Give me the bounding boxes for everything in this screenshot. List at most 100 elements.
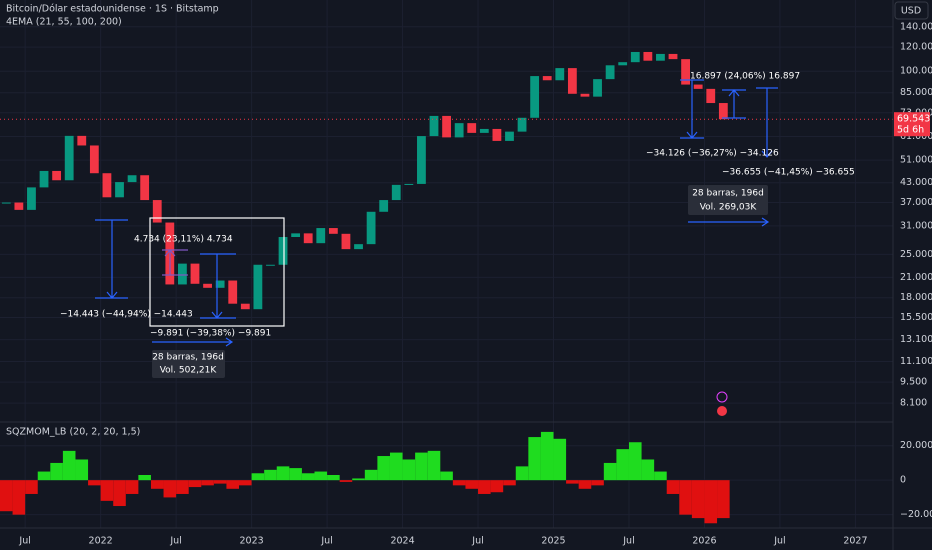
y-tick-label: 61.000 <box>900 131 932 142</box>
momentum-bar <box>478 480 491 494</box>
momentum-bar <box>578 480 592 489</box>
candle <box>152 200 162 223</box>
x-tick-label: Jul <box>471 536 483 547</box>
momentum-bar <box>515 466 529 481</box>
candle <box>542 76 552 81</box>
momentum-bar <box>75 459 89 481</box>
annotation: 16.897 (24,06%) 16.897 <box>690 72 800 82</box>
candle <box>228 280 238 304</box>
candle <box>328 228 338 234</box>
range-arrow <box>680 79 704 139</box>
y-tick-label: 20.000 <box>900 440 932 451</box>
symbol-title: Bitcoin/Dólar estadounidense · 1S · Bits… <box>6 4 219 15</box>
oscillator-title: SQZMOM_LB (20, 2, 20, 1,5) <box>6 427 140 438</box>
y-tick-label: 140.000 <box>900 21 932 32</box>
momentum-bar <box>276 466 290 481</box>
y-tick-label: 11.100 <box>900 356 932 367</box>
y-tick-label: 31.000 <box>900 220 932 231</box>
momentum-bar <box>289 468 302 481</box>
momentum-bar <box>25 480 38 494</box>
candle <box>203 283 212 288</box>
momentum-bar <box>717 480 730 519</box>
momentum-bar <box>402 459 416 481</box>
candle <box>27 187 36 210</box>
momentum-bar <box>176 480 189 494</box>
candle <box>354 244 363 250</box>
candle <box>240 303 250 310</box>
candle <box>341 233 351 250</box>
currency-button[interactable] <box>894 1 929 20</box>
momentum-bar <box>314 471 328 481</box>
momentum-bar <box>641 459 655 481</box>
y-tick-label: 15.500 <box>900 312 932 323</box>
momentum-bar <box>503 480 516 486</box>
momentum-bar <box>339 480 353 482</box>
range-arrow <box>756 87 778 158</box>
momentum-bar <box>566 480 579 484</box>
x-tick-label: Jul <box>320 536 332 547</box>
candle <box>127 175 137 183</box>
candle <box>77 135 87 146</box>
momentum-bar <box>352 478 365 481</box>
candle <box>39 170 49 188</box>
y-tick-label: 8.100 <box>900 398 927 409</box>
x-tick-label: Jul <box>773 536 785 547</box>
currency[interactable]: USD <box>901 6 921 17</box>
candle <box>429 115 439 137</box>
momentum-bar <box>213 480 227 484</box>
drawings <box>95 79 778 347</box>
candle <box>454 123 464 138</box>
momentum-bar <box>163 480 177 498</box>
annotation: 4.734 (23,11%) 4.734 <box>134 235 233 245</box>
candle <box>505 131 514 141</box>
annotation: 28 barras, 196d <box>692 189 764 199</box>
candle <box>1 202 11 204</box>
momentum-bar <box>50 462 63 481</box>
momentum-bar <box>301 473 315 481</box>
candle <box>706 88 716 104</box>
momentum-bar <box>62 450 76 481</box>
candle <box>668 53 678 60</box>
candle <box>215 280 225 288</box>
candle <box>530 76 540 118</box>
candle <box>718 103 728 120</box>
candle <box>253 264 263 310</box>
annotation: Vol. 269,03K <box>700 203 758 213</box>
info-box <box>688 185 768 215</box>
last-price-box <box>894 112 930 137</box>
event-icon[interactable] <box>716 391 728 403</box>
x-tick-label: 2027 <box>843 536 867 547</box>
momentum-bar <box>591 480 604 486</box>
momentum-bar <box>654 471 667 481</box>
x-tick-label: 2026 <box>692 536 716 547</box>
event-icon[interactable] <box>717 406 727 416</box>
y-tick-label: 18.000 <box>900 292 932 303</box>
x-tick-label: 2025 <box>541 536 565 547</box>
momentum-bar <box>37 471 51 481</box>
date-arrow <box>688 217 770 227</box>
x-tick-label: 2023 <box>240 536 264 547</box>
x-tick-label: Jul <box>622 536 634 547</box>
annotation: −9.891 (−39,38%) −9.891 <box>150 329 271 339</box>
momentum-bar <box>528 437 541 481</box>
momentum-bar <box>628 442 642 481</box>
candle <box>316 228 326 244</box>
y-tick-label: 0 <box>900 475 906 486</box>
countdown: 5d 6h <box>897 125 924 136</box>
momentum-bar <box>364 469 378 481</box>
candle <box>417 136 426 184</box>
momentum-bar <box>553 438 567 481</box>
momentum-bar <box>150 480 164 489</box>
momentum-bar <box>264 469 277 481</box>
candle <box>102 173 112 198</box>
momentum-bar <box>377 456 390 481</box>
momentum-bar <box>490 480 504 493</box>
candle <box>492 128 502 141</box>
date-arrow <box>152 337 234 347</box>
momentum-bar <box>251 473 265 481</box>
candle <box>593 79 602 97</box>
axes: 140.000120.000100.00085.00073.00061.0005… <box>18 21 932 546</box>
candle <box>52 170 62 181</box>
x-tick-label: 2022 <box>89 536 113 547</box>
